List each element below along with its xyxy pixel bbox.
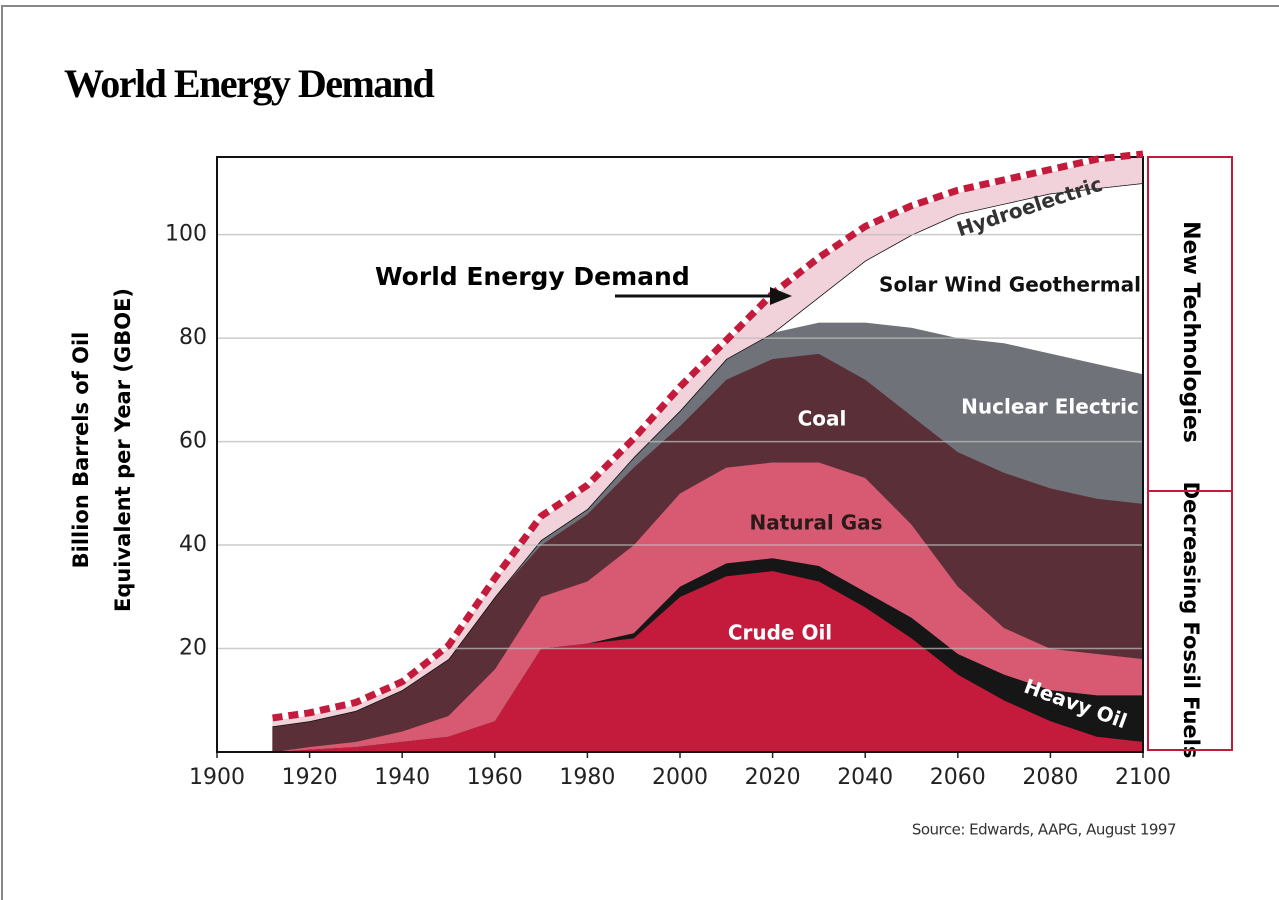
x-tick-label: 1940 xyxy=(374,765,430,790)
x-tick-label: 2100 xyxy=(1115,765,1171,790)
annotation: World Energy Demand xyxy=(375,262,690,291)
side-panel xyxy=(1147,156,1233,751)
label-group: Crude Oil xyxy=(728,621,832,645)
arrow-head xyxy=(770,287,792,305)
side-label: New Technologies xyxy=(1178,221,1203,443)
x-tick-label: 1900 xyxy=(189,765,245,790)
side-label: Decreasing Fossil Fuels xyxy=(1179,482,1203,759)
y-axis-label: Billion Barrels of Oil xyxy=(69,332,93,569)
y-tick-label: 100 xyxy=(165,222,207,247)
y-tick-label: 40 xyxy=(179,532,207,557)
series-label: Crude Oil xyxy=(728,621,832,645)
x-tick-label: 1980 xyxy=(559,765,615,790)
x-tick-label: 1920 xyxy=(282,765,338,790)
area xyxy=(272,182,1143,727)
y-tick-label: 60 xyxy=(179,429,207,454)
x-tick-label: 2020 xyxy=(745,765,801,790)
label-group: Coal xyxy=(798,407,847,431)
label-group: Natural Gas xyxy=(749,511,882,535)
x-tick-label: 2080 xyxy=(1022,765,1078,790)
frame xyxy=(1,5,1279,900)
x-tick-label: 2000 xyxy=(652,765,708,790)
chart-title: World Energy Demand xyxy=(64,61,435,106)
source: Source: Edwards, AAPG, August 1997 xyxy=(912,821,1176,839)
series-label: Coal xyxy=(798,407,847,431)
x-tick-label: 2040 xyxy=(837,765,893,790)
demand-line xyxy=(272,150,1144,722)
x-tick-label: 1960 xyxy=(467,765,523,790)
y-tick-label: 20 xyxy=(179,636,207,661)
x-tick-label: 2060 xyxy=(930,765,986,790)
y-tick-label: 80 xyxy=(179,325,207,350)
series-label: Solar Wind Geothermal xyxy=(879,273,1141,297)
plot-border xyxy=(216,156,1144,753)
label-group: Nuclear Electric xyxy=(961,395,1139,419)
label-group: Solar Wind Geothermal xyxy=(879,273,1141,297)
series-label: Natural Gas xyxy=(749,511,882,535)
series-label: Nuclear Electric xyxy=(961,395,1139,419)
y-axis-label: Equivalent per Year (GBOE) xyxy=(111,288,135,612)
